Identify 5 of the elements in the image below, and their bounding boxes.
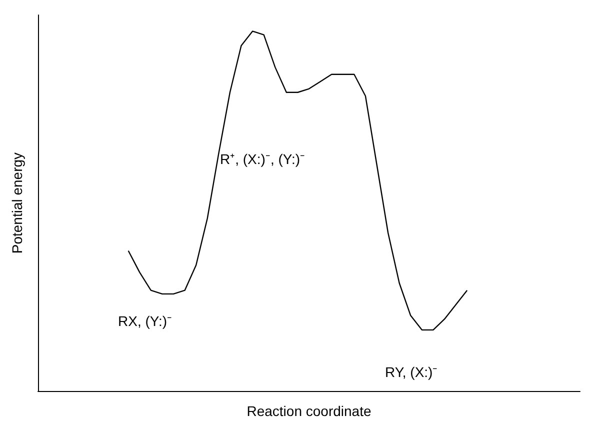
x-axis-title: Reaction coordinate <box>246 403 372 419</box>
annotation: R⁺, (X:)⁻, (Y:)⁻ <box>220 151 305 167</box>
annotation: RX, (Y:)⁻ <box>118 313 172 329</box>
annotation: RY, (X:)⁻ <box>385 364 438 380</box>
y-axis-title: Potential energy <box>9 152 25 254</box>
